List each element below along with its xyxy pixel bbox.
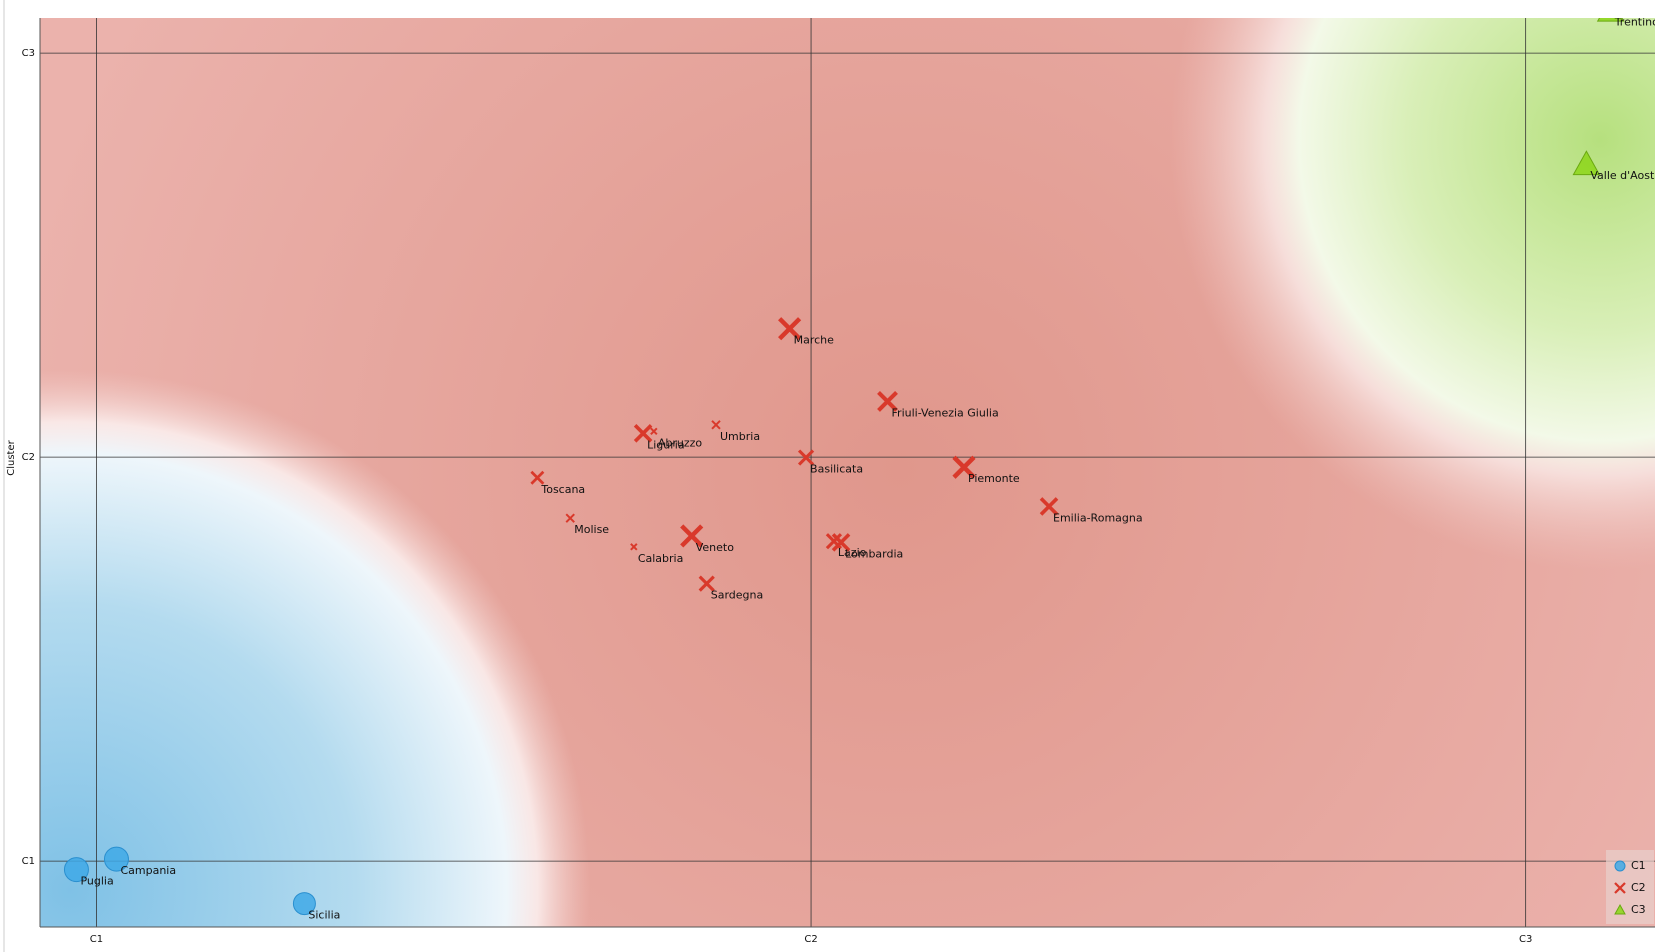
x-tick-label: C1	[90, 934, 103, 945]
point	[630, 543, 638, 551]
x-tick-label: C3	[1519, 934, 1532, 945]
point	[680, 524, 704, 548]
point	[698, 575, 715, 592]
point-label: Friuli-Venezia Giulia	[892, 406, 999, 419]
point	[63, 857, 89, 883]
point-label: Calabria	[638, 552, 684, 565]
point	[1572, 150, 1601, 176]
point	[797, 449, 815, 466]
point-label: Toscana	[540, 483, 585, 496]
point	[952, 455, 976, 479]
point-label: Liguria	[647, 438, 684, 451]
plot-area: Puglia Campania Sicilia Marche Friuli-Venezi…	[40, 16, 1661, 927]
point	[711, 420, 721, 430]
point-label: Marche	[794, 334, 835, 347]
point-label: Abruzzo	[658, 436, 703, 449]
point	[292, 892, 316, 916]
point-label: Puglia	[80, 875, 113, 888]
point-label: Sicilia	[308, 909, 340, 922]
point-label: Valle d'Aosta	[1590, 169, 1661, 182]
point	[103, 846, 129, 872]
legend-marker	[1614, 882, 1626, 894]
legend-marker	[1614, 860, 1626, 872]
point-label: Piemonte	[968, 472, 1020, 485]
y-tick-label: C2	[22, 452, 35, 463]
y-axis-label: Cluster	[6, 439, 17, 475]
point-label: Sardegna	[711, 589, 764, 602]
point	[778, 317, 802, 341]
point	[1596, 18, 1625, 22]
point	[650, 427, 658, 435]
region-c3	[40, 18, 1655, 927]
point-label: Molise	[574, 523, 609, 536]
point-label: Veneto	[696, 541, 734, 554]
legend-label: C3	[1631, 903, 1646, 916]
point-label: Umbria	[720, 430, 760, 443]
point	[831, 533, 851, 552]
point	[877, 390, 898, 412]
point	[1039, 497, 1059, 516]
y-tick-label: C1	[22, 856, 35, 867]
legend-marker	[1614, 903, 1626, 915]
y-tick-label: C3	[22, 48, 35, 59]
point-label: Emilia-Romagna	[1053, 511, 1143, 524]
point	[530, 470, 545, 485]
point-label: Campania	[120, 864, 176, 877]
point	[565, 513, 575, 523]
point-label: Basilicata	[810, 463, 863, 476]
legend-box	[1606, 850, 1654, 924]
x-tick-label: C2	[804, 934, 817, 945]
point-label: Lazio	[838, 546, 867, 559]
legend-label: C1	[1631, 859, 1646, 872]
point-label: Lombardia	[845, 547, 903, 560]
point-label: Trentino-Alto Adige	[1614, 16, 1661, 29]
point	[633, 424, 653, 443]
legend-label: C2	[1631, 881, 1646, 894]
